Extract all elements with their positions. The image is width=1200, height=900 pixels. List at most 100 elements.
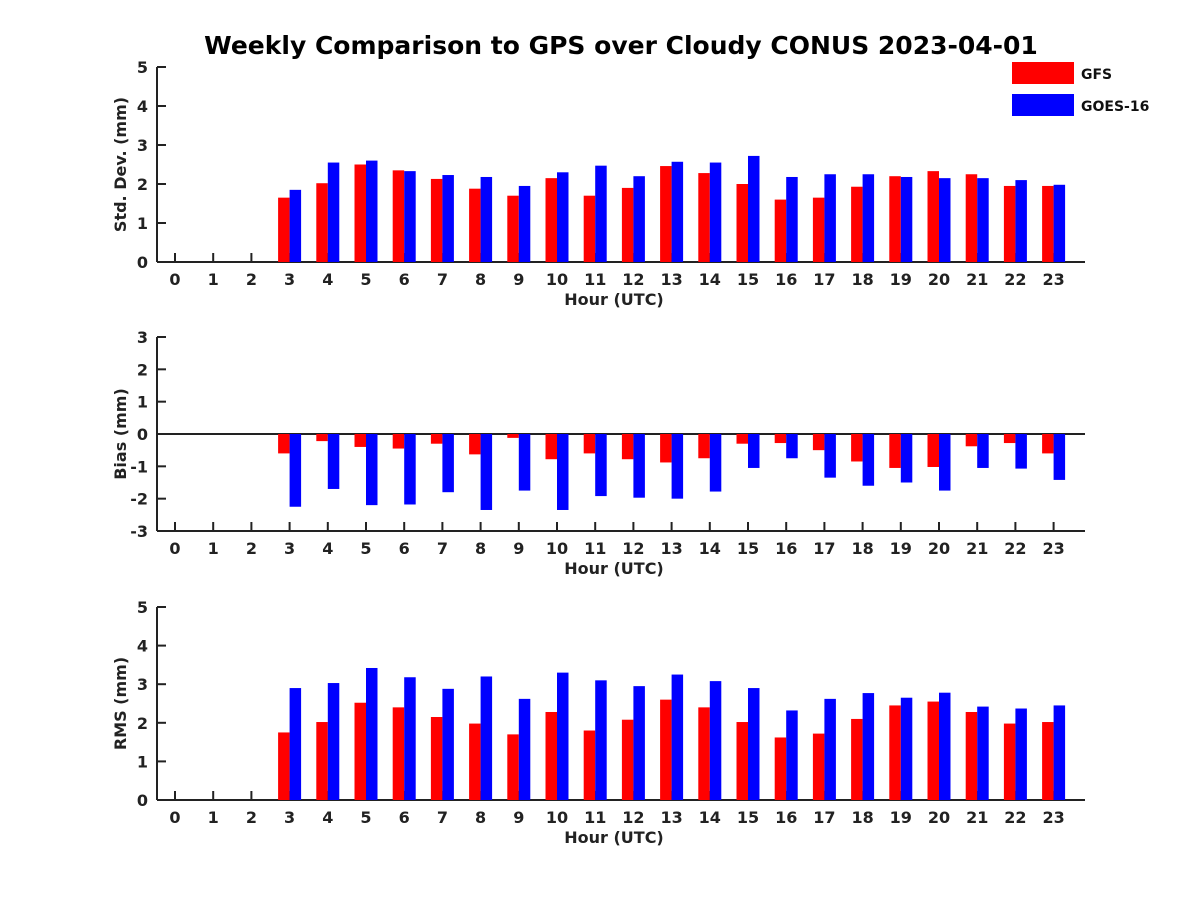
- bar: [557, 434, 569, 510]
- x-tick-label: 5: [360, 539, 371, 558]
- bar: [278, 197, 290, 262]
- bar: [1042, 434, 1054, 454]
- x-tick-label: 14: [699, 808, 721, 827]
- bar: [671, 434, 684, 499]
- bar: [518, 185, 531, 262]
- series-gfs: [278, 699, 1054, 800]
- series-goes-16: [289, 155, 1066, 262]
- x-tick-label: 19: [890, 808, 912, 827]
- bar: [392, 170, 405, 262]
- bar: [507, 734, 519, 800]
- x-tick-label: 22: [1004, 539, 1026, 558]
- x-tick-label: 11: [584, 270, 606, 289]
- bar: [583, 730, 596, 800]
- bar: [824, 434, 836, 478]
- bar: [518, 698, 531, 800]
- x-tick-label: 7: [437, 539, 448, 558]
- bar: [748, 434, 760, 468]
- x-tick-label: 18: [851, 270, 873, 289]
- bar: [633, 434, 645, 498]
- bar: [327, 162, 340, 262]
- x-tick-label: 15: [737, 808, 759, 827]
- bar: [583, 195, 596, 262]
- bar: [824, 174, 836, 262]
- x-tick-label: 9: [513, 270, 524, 289]
- bar: [709, 681, 722, 800]
- legend-label: GFS: [1081, 67, 1112, 83]
- bar: [430, 717, 443, 800]
- bar: [316, 722, 328, 800]
- x-tick-label: 21: [966, 270, 988, 289]
- x-tick-label: 19: [890, 270, 912, 289]
- x-tick-label: 10: [546, 808, 568, 827]
- legend-swatch: [1012, 62, 1074, 84]
- bar: [442, 175, 454, 262]
- y-tick-label: 2: [137, 360, 148, 379]
- bar: [939, 692, 951, 800]
- bar: [480, 434, 493, 510]
- x-tick-label: 0: [169, 270, 180, 289]
- x-tick-label: 4: [322, 539, 333, 558]
- x-tick-label: 23: [1042, 808, 1064, 827]
- x-tick-label: 2: [246, 270, 257, 289]
- bar: [1003, 723, 1016, 800]
- y-axis-label: Std. Dev. (mm): [111, 97, 130, 232]
- bar: [507, 434, 519, 438]
- x-tick-label: 23: [1042, 270, 1064, 289]
- chart-title: Weekly Comparison to GPS over Cloudy CON…: [204, 31, 1038, 60]
- bar: [366, 434, 378, 506]
- x-tick-label: 17: [813, 539, 835, 558]
- bar: [824, 698, 836, 800]
- x-tick-label: 3: [284, 270, 295, 289]
- bar: [404, 677, 416, 800]
- x-tick-label: 10: [546, 270, 568, 289]
- x-tick-label: 20: [928, 808, 950, 827]
- x-tick-label: 8: [475, 808, 486, 827]
- bar: [354, 164, 366, 262]
- bar: [851, 434, 863, 462]
- y-tick-label: 1: [137, 752, 148, 771]
- x-tick-label: 8: [475, 270, 486, 289]
- bar: [889, 705, 901, 800]
- bar: [442, 688, 454, 800]
- bar: [736, 184, 748, 262]
- bar: [366, 667, 378, 800]
- bar: [748, 688, 760, 800]
- bar: [583, 434, 596, 454]
- series-goes-16: [289, 667, 1066, 800]
- bar: [812, 733, 825, 800]
- bar: [774, 434, 787, 444]
- bar: [977, 434, 989, 468]
- bar: [430, 178, 443, 262]
- bar: [354, 434, 366, 447]
- bar: [545, 711, 557, 800]
- bar: [1015, 434, 1027, 469]
- y-tick-label: 3: [137, 675, 148, 694]
- x-tick-label: 21: [966, 808, 988, 827]
- x-tick-label: 21: [966, 539, 988, 558]
- bar: [900, 434, 913, 483]
- bar: [709, 162, 722, 262]
- y-tick-label: 3: [137, 136, 148, 155]
- bar: [507, 195, 519, 262]
- y-tick-label: -2: [130, 490, 148, 509]
- bar: [404, 171, 416, 262]
- bar: [698, 173, 710, 262]
- y-tick-label: 4: [137, 97, 148, 116]
- x-tick-label: 0: [169, 539, 180, 558]
- bar: [1015, 180, 1027, 262]
- x-tick-label: 9: [513, 539, 524, 558]
- x-tick-label: 2: [246, 539, 257, 558]
- bar: [939, 178, 951, 262]
- x-tick-label: 14: [699, 539, 721, 558]
- bar: [316, 434, 328, 442]
- x-tick-label: 4: [322, 808, 333, 827]
- bar: [851, 718, 863, 800]
- x-tick-label: 15: [737, 539, 759, 558]
- bar: [1042, 185, 1054, 262]
- y-tick-label: 3: [137, 328, 148, 347]
